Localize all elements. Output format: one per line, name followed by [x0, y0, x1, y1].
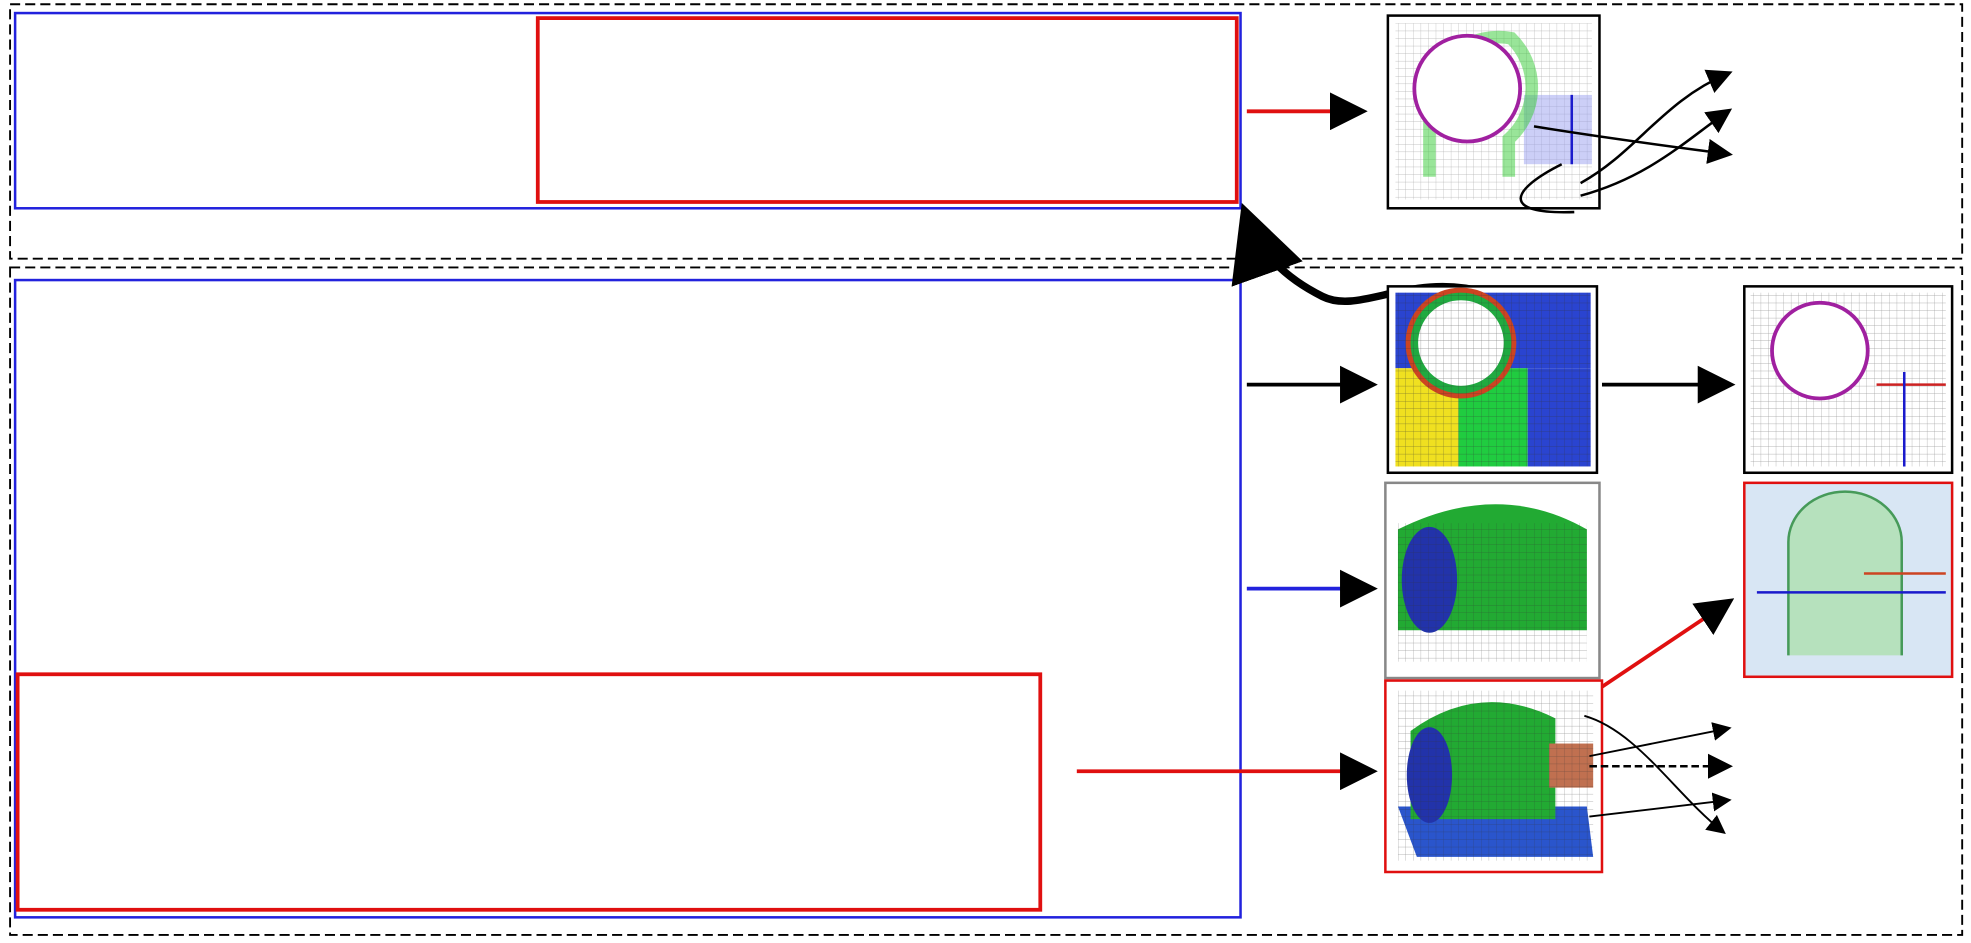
region — [1787, 490, 1903, 656]
all-sheets-box — [13, 278, 1242, 919]
link-arrow — [1589, 722, 1732, 758]
link-arrow — [1589, 792, 1732, 818]
all-chords-box — [13, 11, 1242, 210]
sheet-panel — [9, 266, 1964, 936]
link-arrow — [1580, 108, 1733, 197]
link-arrow — [1519, 163, 1575, 214]
ring — [1770, 300, 1870, 401]
mesh — [1395, 292, 1591, 467]
mesh — [1397, 690, 1594, 861]
main-chords-box — [535, 16, 1239, 204]
link-arrow — [1579, 69, 1733, 185]
chord-ring — [1412, 33, 1523, 144]
dual-arrow — [1600, 598, 1735, 689]
main-sheets-box — [15, 672, 1043, 912]
mesh — [1397, 523, 1587, 662]
link-arrow — [1533, 125, 1733, 164]
link-arrow — [1584, 714, 1726, 835]
chord-panel — [9, 3, 1964, 260]
